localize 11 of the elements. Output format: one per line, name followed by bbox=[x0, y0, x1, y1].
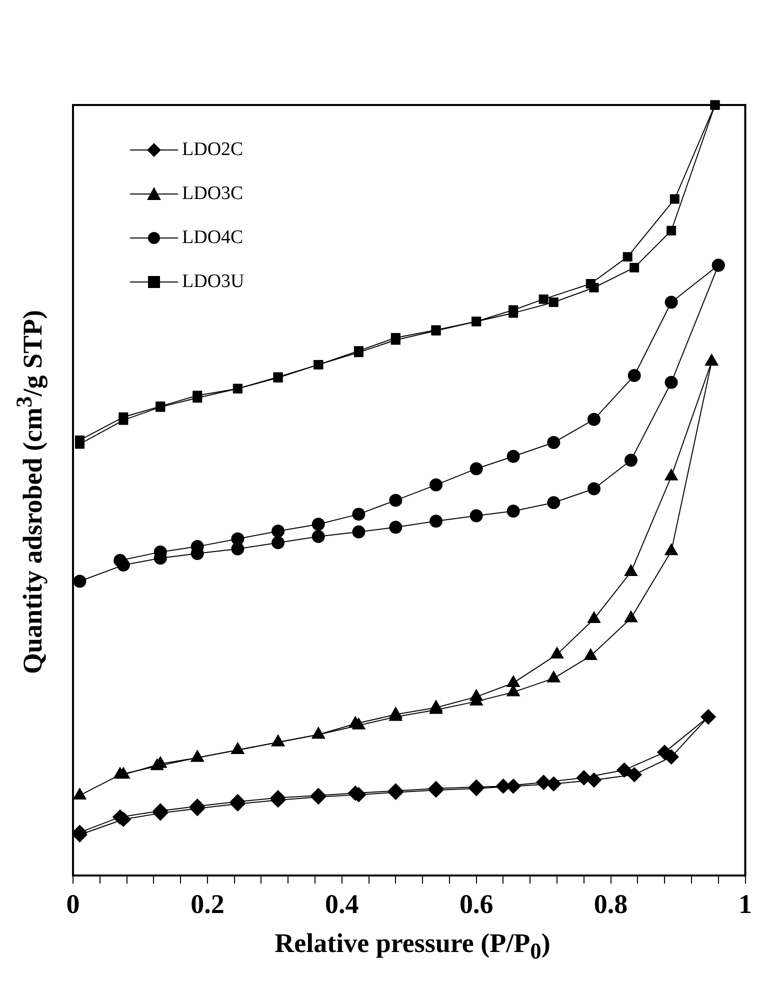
legend-label: LDO3C bbox=[182, 183, 244, 204]
x-axis-title: Relative pressure (P/P$_{0}$) bbox=[274, 928, 552, 964]
x-tick-label: 0.2 bbox=[190, 888, 224, 919]
x-tick-label: 0 bbox=[66, 888, 80, 919]
legend-label: LDO2C bbox=[182, 139, 244, 160]
legend-label: LDO4C bbox=[182, 227, 244, 248]
x-tick-label: 1 bbox=[738, 888, 752, 919]
x-tick-label: 0.4 bbox=[325, 888, 359, 919]
legend-label: LDO3U bbox=[182, 271, 244, 292]
x-tick-label: 0.6 bbox=[459, 888, 494, 919]
x-tick-label: 0.8 bbox=[594, 888, 628, 919]
